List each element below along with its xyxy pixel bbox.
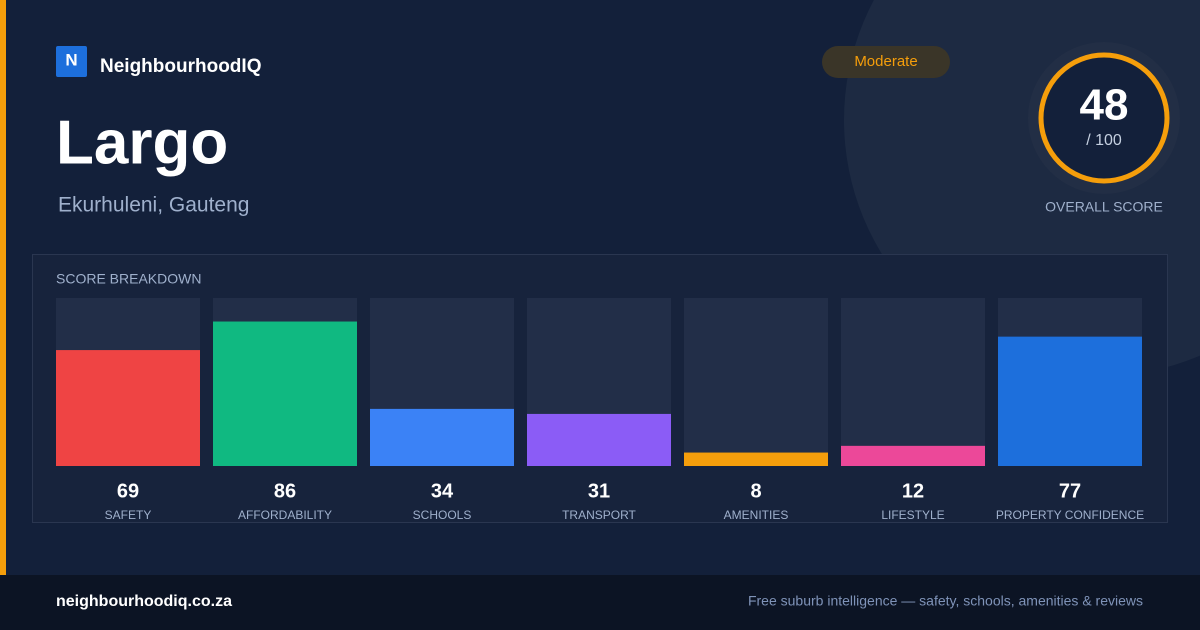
value-label: 34 xyxy=(431,480,454,502)
brand-name: NeighbourhoodIQ xyxy=(100,56,261,77)
bar xyxy=(998,336,1142,466)
overall-score: 48 xyxy=(1080,81,1129,130)
footer-tagline: Free suburb intelligence — safety, schoo… xyxy=(748,593,1143,609)
footer-site: neighbourhoodiq.co.za xyxy=(56,593,232,610)
value-label: 86 xyxy=(274,480,296,502)
category-label: PROPERTY CONFIDENCE xyxy=(996,508,1144,522)
bar xyxy=(841,445,985,466)
value-label: 31 xyxy=(588,480,610,502)
bar xyxy=(684,452,828,466)
overall-max: / 100 xyxy=(1086,132,1122,149)
category-label: TRANSPORT xyxy=(562,508,636,522)
suburb-region: Ekurhuleni, Gauteng xyxy=(58,194,249,217)
category-label: AFFORDABILITY xyxy=(238,508,332,522)
footer-bar xyxy=(0,575,1200,630)
value-label: 12 xyxy=(902,480,924,502)
bar xyxy=(370,408,514,466)
score-ring xyxy=(1038,52,1170,184)
overall-label: OVERALL SCORE xyxy=(1045,199,1163,215)
badge-label: Moderate xyxy=(854,53,917,70)
value-label: 8 xyxy=(750,480,761,502)
bar-track xyxy=(684,298,828,466)
bar xyxy=(527,413,671,466)
category-label: SAFETY xyxy=(105,508,152,522)
category-label: SCHOOLS xyxy=(413,508,472,522)
bar-track xyxy=(841,298,985,466)
suburb-name: Largo xyxy=(56,108,228,177)
bar xyxy=(56,350,200,466)
badge xyxy=(822,46,950,78)
bar xyxy=(213,321,357,466)
value-label: 69 xyxy=(117,480,139,502)
logo xyxy=(56,46,87,77)
logo-letter: N xyxy=(65,50,77,69)
category-label: AMENITIES xyxy=(724,508,789,522)
accent-strip xyxy=(0,0,6,575)
category-label: LIFESTYLE xyxy=(881,508,944,522)
chart-title: SCORE BREAKDOWN xyxy=(56,271,201,287)
value-label: 77 xyxy=(1059,480,1081,502)
